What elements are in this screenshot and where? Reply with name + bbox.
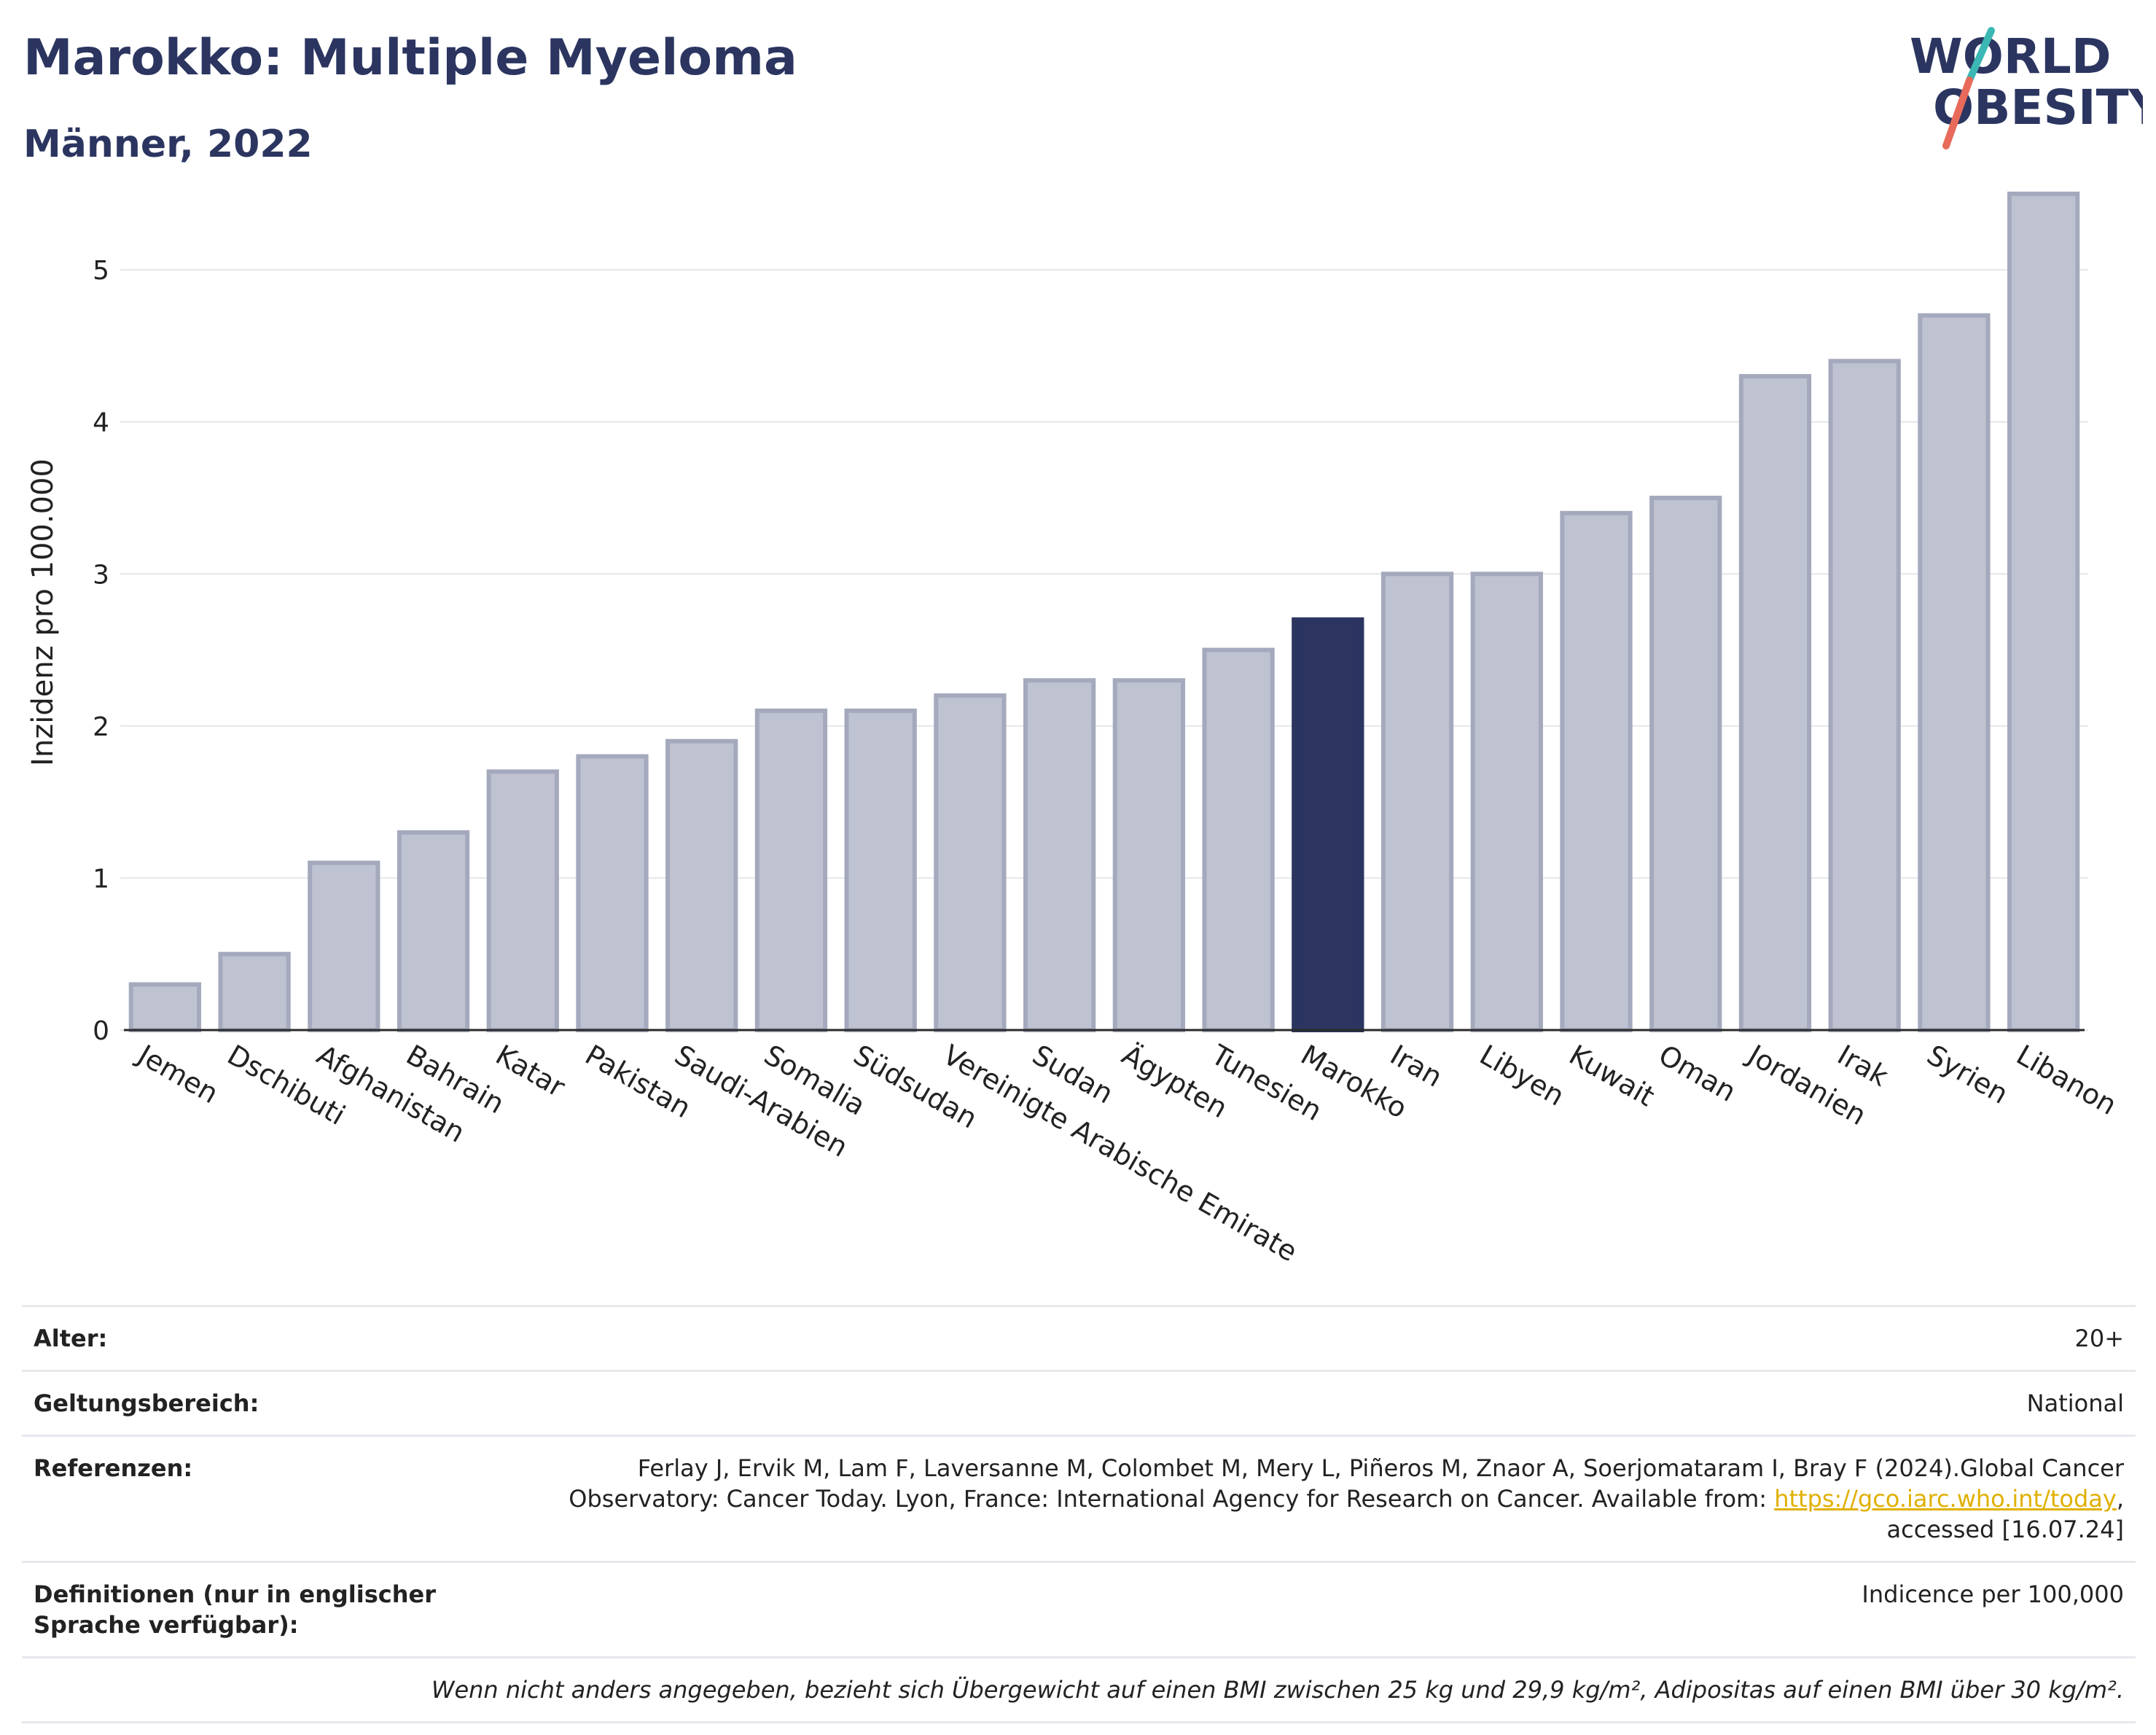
bar-vereinigte-arabische-emirate[interactable]: [934, 693, 1007, 1033]
logo-line-world: WORLD: [1910, 28, 2112, 85]
x-tick-label: Oman: [1653, 1039, 1741, 1108]
bar-ägypten[interactable]: [1112, 678, 1186, 1032]
references-text: Ferlay J, Ervik M, Lam F, Laversanne M, …: [569, 1454, 2124, 1513]
y-axis-label: Inzidenz pro 100.000: [26, 459, 60, 766]
y-tick-label: 1: [93, 864, 109, 894]
bar-chart: 0 1 2 3 4 5 JemenDschibutiAfghanistanBahrainK…: [26, 191, 2122, 1268]
definitions-label: Definitionen (nur in englischer Sprache …: [34, 1580, 436, 1639]
bar-sudan[interactable]: [1023, 678, 1096, 1032]
bar-saudi-arabien[interactable]: [665, 738, 738, 1032]
references-label: Referenzen:: [34, 1454, 193, 1482]
references-value: Ferlay J, Ervik M, Lam F, Laversanne M, …: [544, 1453, 2124, 1545]
y-tick-label: 5: [93, 256, 109, 286]
meta-row-age: Alter: 20+: [22, 1305, 2136, 1370]
x-tick-label: Libanon: [2011, 1039, 2122, 1121]
page-title: Marokko: Multiple Myeloma: [23, 29, 797, 87]
age-label: Alter:: [34, 1325, 108, 1352]
y-tick-label: 0: [93, 1016, 109, 1046]
y-tick-label: 2: [93, 712, 109, 742]
y-tick-label: 4: [93, 408, 109, 438]
bar-katar[interactable]: [486, 769, 559, 1033]
chart-bars: [128, 191, 2080, 1033]
definitions-value: Indicence per 100,000: [1862, 1580, 2124, 1608]
scope-label: Geltungsbereich:: [34, 1389, 259, 1417]
bar-oman[interactable]: [1649, 496, 1722, 1032]
bar-somalia[interactable]: [754, 709, 828, 1032]
bar-jordanien[interactable]: [1738, 374, 1812, 1032]
bar-tunesien[interactable]: [1202, 647, 1275, 1032]
bar-pakistan[interactable]: [576, 754, 649, 1032]
bar-südsudan[interactable]: [844, 709, 917, 1032]
bar-libyen[interactable]: [1470, 572, 1543, 1032]
meta-row-note: Wenn nicht anders angegeben, bezieht sic…: [22, 1656, 2136, 1723]
bar-libanon[interactable]: [2007, 191, 2080, 1032]
x-tick-label: Iran: [1385, 1039, 1448, 1093]
y-axis-ticks: 0 1 2 3 4 5: [93, 256, 109, 1046]
x-tick-label: Libyen: [1475, 1039, 1570, 1112]
bar-irak[interactable]: [1828, 359, 1901, 1032]
scope-value: National: [2026, 1389, 2124, 1417]
bar-iran[interactable]: [1380, 572, 1454, 1032]
references-accessed: , accessed [16.07.24]: [1886, 1485, 2124, 1543]
bar-afghanistan[interactable]: [308, 860, 380, 1032]
x-tick-label: Irak: [1832, 1039, 1894, 1093]
bar-bahrain[interactable]: [397, 830, 470, 1033]
page-subtitle: Männer, 2022: [23, 122, 313, 166]
y-tick-label: 3: [93, 560, 109, 590]
bar-dschibuti[interactable]: [218, 951, 291, 1032]
x-tick-label: Kuwait: [1564, 1039, 1660, 1113]
age-value: 20+: [2074, 1325, 2124, 1352]
x-tick-label: Syrien: [1921, 1039, 2013, 1110]
metadata-table: Alter: 20+ Geltungsbereich: National Ref…: [22, 1305, 2136, 1723]
bmi-note: Wenn nicht anders angegeben, bezieht sic…: [431, 1676, 2124, 1704]
world-obesity-logo: WORLD OBESITY: [1910, 27, 2143, 149]
references-link[interactable]: https://gco.iarc.who.int/today: [1774, 1485, 2117, 1513]
bar-kuwait[interactable]: [1560, 510, 1633, 1032]
x-tick-label: Jemen: [131, 1038, 224, 1110]
meta-row-references: Referenzen: Ferlay J, Ervik M, Lam F, La…: [22, 1435, 2136, 1561]
bar-jemen[interactable]: [128, 982, 202, 1033]
bar-syrien[interactable]: [1918, 313, 1991, 1032]
bar-marokko[interactable]: [1292, 617, 1364, 1032]
meta-row-definitions: Definitionen (nur in englischer Sprache …: [22, 1561, 2136, 1656]
meta-row-scope: Geltungsbereich: National: [22, 1370, 2136, 1435]
